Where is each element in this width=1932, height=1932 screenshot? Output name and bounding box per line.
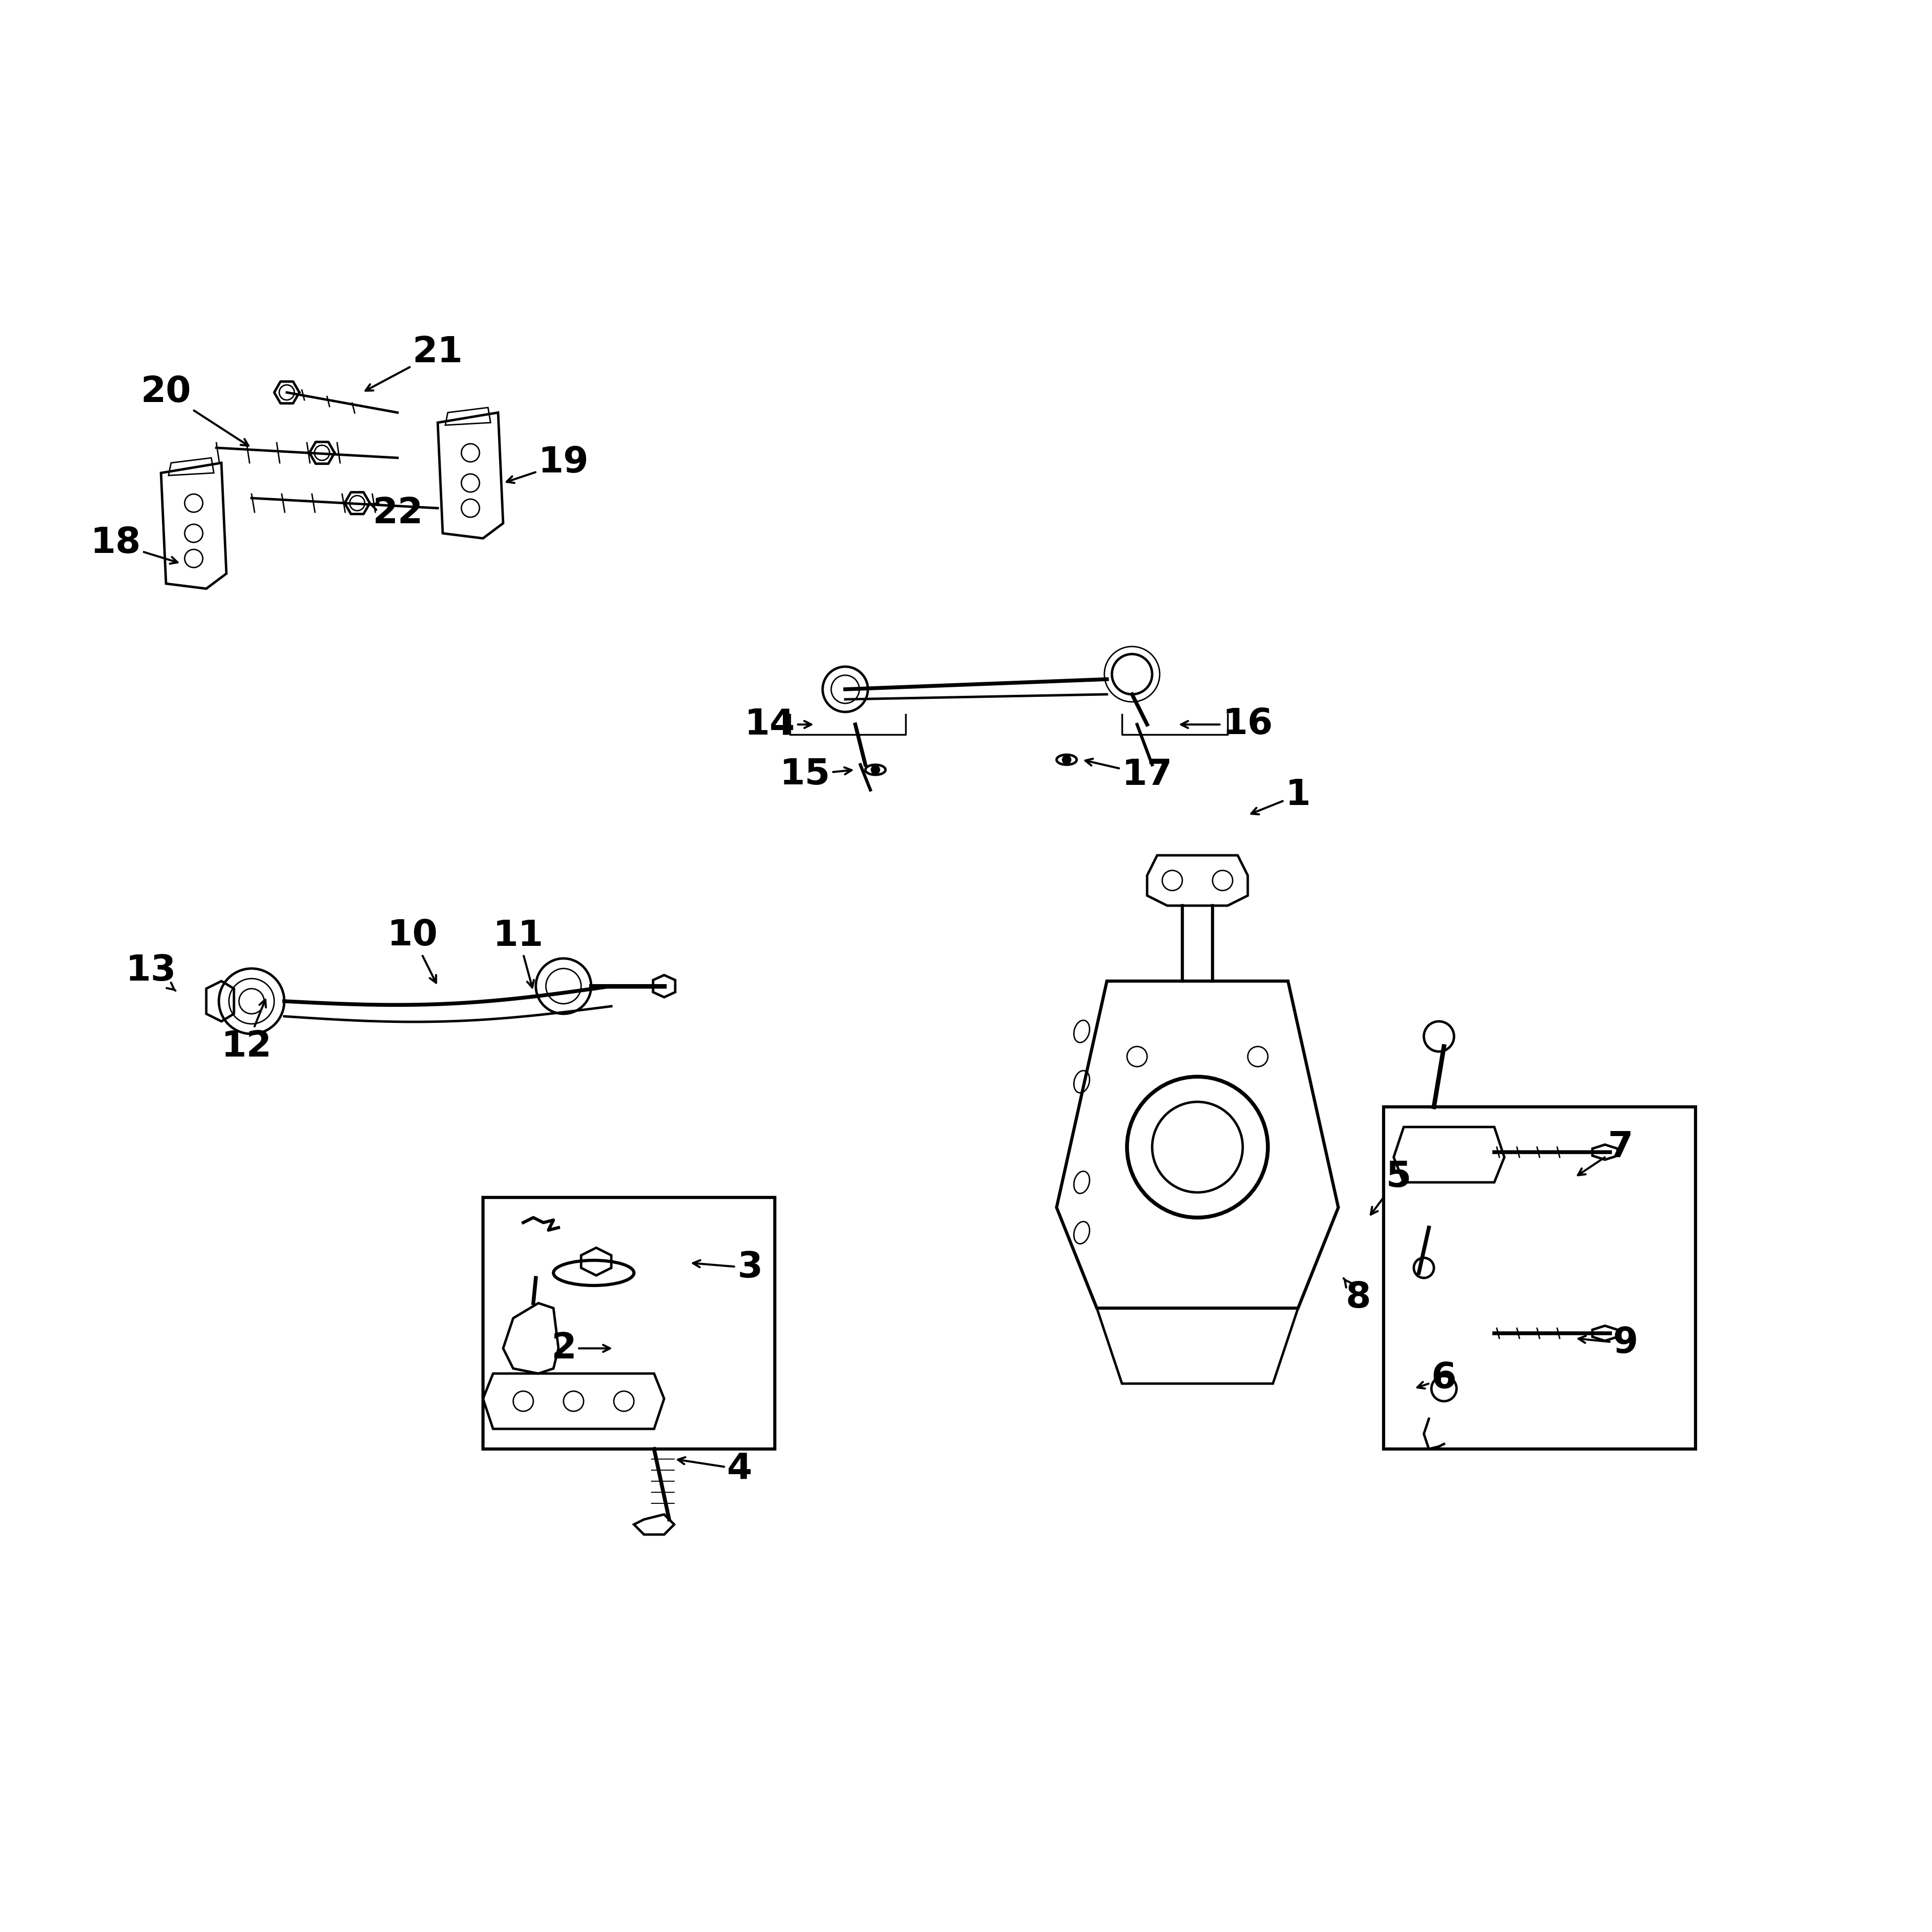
Text: 14: 14	[744, 707, 811, 742]
Text: 13: 13	[126, 954, 176, 991]
Text: 15: 15	[781, 757, 852, 792]
Text: 9: 9	[1578, 1325, 1638, 1360]
Text: 1: 1	[1252, 777, 1310, 813]
Text: 2: 2	[551, 1331, 611, 1366]
Text: 21: 21	[365, 334, 464, 390]
Text: 6: 6	[1418, 1362, 1457, 1397]
Text: 12: 12	[222, 999, 272, 1065]
Text: 22: 22	[369, 497, 423, 531]
Text: 5: 5	[1370, 1159, 1412, 1215]
Text: 19: 19	[506, 446, 589, 483]
Circle shape	[871, 765, 879, 775]
Text: 17: 17	[1086, 757, 1173, 792]
Text: 10: 10	[386, 918, 439, 983]
Text: 4: 4	[678, 1451, 752, 1486]
Text: 3: 3	[694, 1250, 763, 1285]
Text: 7: 7	[1578, 1130, 1633, 1175]
Text: 11: 11	[493, 918, 543, 987]
Bar	[483, 1198, 775, 1449]
Text: 18: 18	[91, 526, 178, 564]
Text: 16: 16	[1180, 707, 1273, 742]
Circle shape	[1063, 755, 1070, 763]
Text: 8: 8	[1343, 1279, 1372, 1316]
Text: 20: 20	[141, 375, 249, 446]
Bar	[1383, 1107, 1696, 1449]
